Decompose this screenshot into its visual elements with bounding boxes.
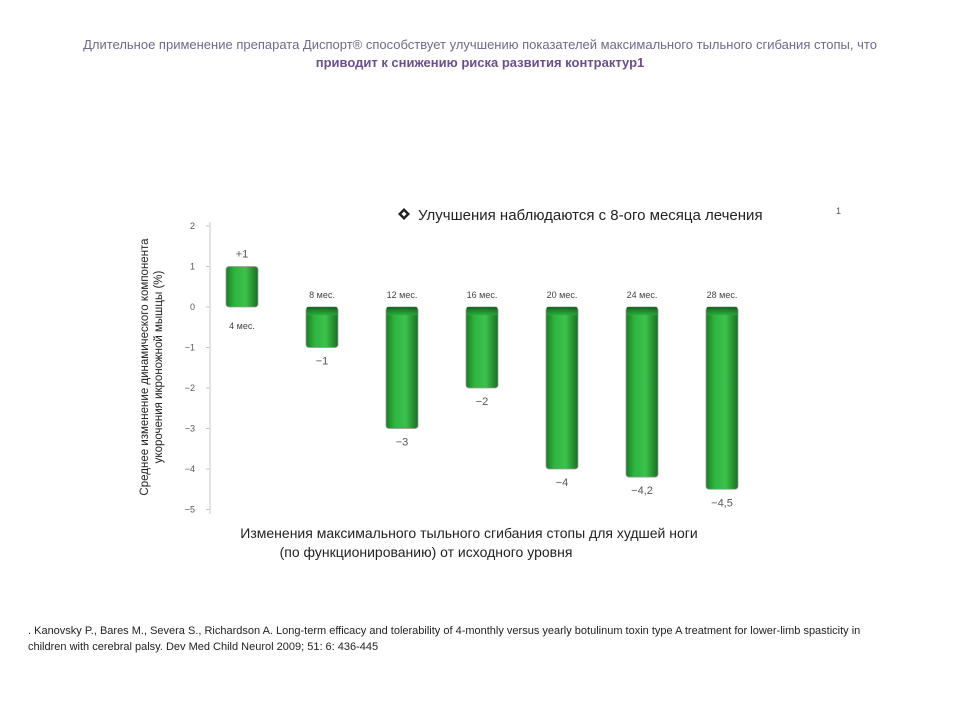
bar-cap (467, 307, 497, 315)
y-tick-label: 1 (190, 262, 195, 272)
bar (545, 306, 579, 470)
value-label: −2 (476, 396, 489, 408)
y-axis-title-line-1: Среднее изменение динамического компонен… (139, 238, 151, 496)
y-axis-title-line-2: укорочения икроножной мышцы (%) (153, 270, 165, 463)
y-tick-label: 0 (190, 302, 195, 312)
chart-note-text: Улучшения наблюдаются с 8-ого месяца леч… (418, 207, 763, 224)
y-axis-ticks: 2 1 0 −1 −2 −3 −4 −5 (185, 221, 210, 515)
category-label: 28 мес. (707, 290, 738, 300)
bar-cap (547, 307, 577, 315)
bar-cap (387, 307, 417, 315)
bar (625, 306, 659, 478)
header-line-2: приводит к снижению риска развития контр… (315, 55, 645, 70)
value-label: −4,2 (631, 485, 653, 497)
bar (225, 266, 259, 308)
slide-header: Длительное применение препарата Диспорт®… (0, 36, 960, 72)
y-tick-label: −5 (185, 505, 195, 515)
y-tick-label: −1 (185, 343, 195, 353)
bar-cap (627, 307, 657, 315)
bar (385, 306, 419, 429)
x-axis-title: Изменения максимального тыльного сгибани… (240, 525, 697, 560)
x-axis-title-line-1: Изменения максимального тыльного сгибани… (240, 525, 697, 541)
bar-series: 4 мес. +1 8 мес. −1 12 мес. −3 16 мес. −2 20 мес… (225, 249, 739, 509)
value-label: −4,5 (711, 497, 733, 509)
category-label: 24 мес. (627, 290, 658, 300)
bar (465, 306, 499, 389)
bar-cap (307, 307, 337, 315)
y-axis-title: Среднее изменение динамического компонен… (139, 238, 165, 496)
value-label: −1 (316, 356, 329, 368)
chart-note-footnote: 1 (836, 206, 841, 216)
reference-text: . Kanovsky P., Bares M., Severa S., Rich… (28, 625, 861, 653)
value-label: −3 (396, 437, 409, 449)
y-tick-label: −4 (185, 464, 195, 474)
category-label: 20 мес. (547, 290, 578, 300)
category-label: 8 мес. (309, 290, 335, 300)
bar (705, 306, 739, 490)
bar-cap (707, 307, 737, 315)
diamond-bullet-icon (398, 208, 410, 220)
category-label: 12 мес. (387, 290, 418, 300)
y-tick-label: 2 (190, 221, 195, 231)
value-label: −4 (556, 477, 569, 489)
value-label: +1 (236, 249, 249, 261)
category-label: 16 мес. (467, 290, 498, 300)
chart-note: Улучшения наблюдаются с 8-ого месяца леч… (398, 206, 841, 224)
y-tick-label: −2 (185, 383, 195, 393)
category-label: 4 мес. (229, 321, 255, 331)
y-tick-label: −3 (185, 424, 195, 434)
x-axis-title-line-2: (по функционированию) от исходного уровн… (280, 544, 573, 560)
header-line-1: Длительное применение препарата Диспорт®… (83, 37, 877, 52)
